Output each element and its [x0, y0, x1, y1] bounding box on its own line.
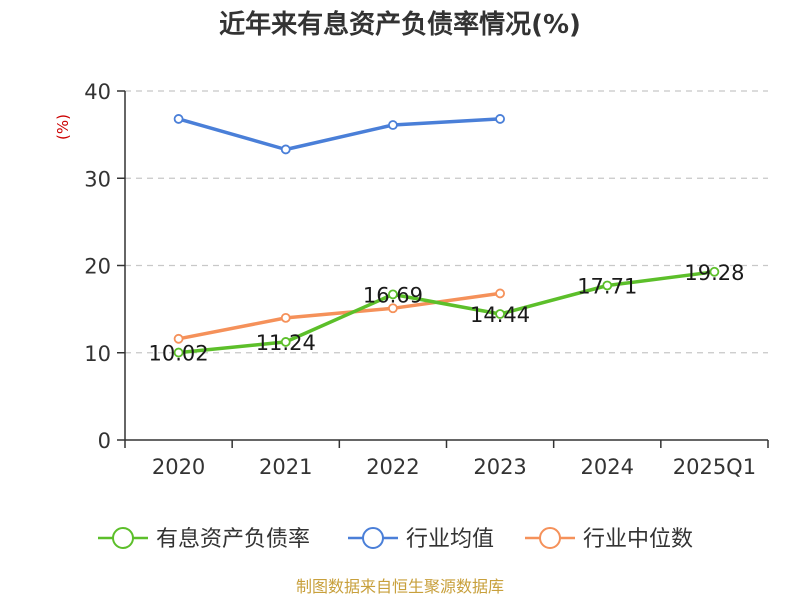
y-axis-label: (%) [54, 114, 72, 140]
x-tick-label-2022: 2022 [366, 455, 419, 479]
y-tick-label-20: 20 [84, 255, 111, 279]
data-label-2023: 14.44 [470, 303, 530, 327]
y-tick-label-30: 30 [84, 167, 111, 191]
y-tick-label-10: 10 [84, 342, 111, 366]
y-tick-label-0: 0 [98, 429, 111, 453]
series-1-point-2021 [280, 144, 291, 155]
series-line-2 [176, 291, 502, 341]
series-1-point-2020 [173, 114, 184, 124]
x-tick-label-2021: 2021 [259, 455, 312, 479]
axes [117, 90, 769, 448]
data-label-2022: 16.69 [363, 283, 423, 307]
data-label-2021: 11.24 [256, 331, 316, 355]
legend-label-0: 有息资产负债率 [156, 527, 310, 552]
y-tick-label-40: 40 [84, 80, 111, 104]
series-1-point-2022 [388, 120, 398, 130]
x-tick-label-2023: 2023 [473, 455, 526, 479]
legend-swatch-marker-0 [112, 527, 134, 549]
legend-item-0: 有息资产负债率 [98, 527, 310, 552]
data-label-2025Q1: 19.28 [684, 261, 744, 285]
legend: 有息资产负债率 行业均值 行业中位数 [98, 527, 693, 552]
y-tick-labels: 0 10 20 30 40 [84, 80, 111, 453]
legend-swatch-marker-1 [362, 527, 384, 549]
data-label-2024: 17.71 [577, 274, 637, 298]
x-tick-labels: 2020 2021 2022 2023 2024 2025Q1 [152, 455, 756, 479]
x-tick-label-2020: 2020 [152, 455, 205, 479]
series-0-point-2025Q1 [709, 266, 720, 277]
series-line-0 [176, 270, 717, 355]
legend-swatch-marker-2 [539, 527, 561, 549]
data-label-2020: 10.02 [149, 342, 209, 366]
series-0-point-2023 [495, 309, 505, 319]
legend-item-2: 行业中位数 [525, 527, 693, 552]
series-2-point-2022 [388, 303, 398, 314]
series-0-point-2022 [388, 289, 398, 300]
x-tick-label-2024: 2024 [581, 455, 634, 479]
source-note: 制图数据来自恒生聚源数据库 [296, 577, 504, 596]
legend-label-1: 行业均值 [406, 527, 494, 552]
series-points [173, 114, 720, 358]
data-labels: 10.02 11.24 16.69 14.44 17.71 19.28 [149, 261, 745, 366]
series-lines [176, 117, 717, 355]
chart-title: 近年来有息资产负债率情况(%) [219, 9, 581, 40]
series-line-1 [176, 117, 502, 152]
series-2-point-2023 [495, 288, 505, 299]
series-0-point-2020 [173, 347, 184, 358]
legend-item-1: 行业均值 [348, 527, 494, 552]
grid-lines [125, 90, 768, 354]
x-tick-label-2025Q1: 2025Q1 [673, 455, 756, 479]
series-0-point-2021 [280, 337, 291, 347]
series-2-point-2020 [173, 333, 184, 344]
legend-label-2: 行业中位数 [583, 527, 693, 552]
series-2-point-2021 [280, 312, 291, 323]
series-0-point-2024 [602, 280, 613, 291]
series-1-point-2023 [495, 114, 505, 124]
